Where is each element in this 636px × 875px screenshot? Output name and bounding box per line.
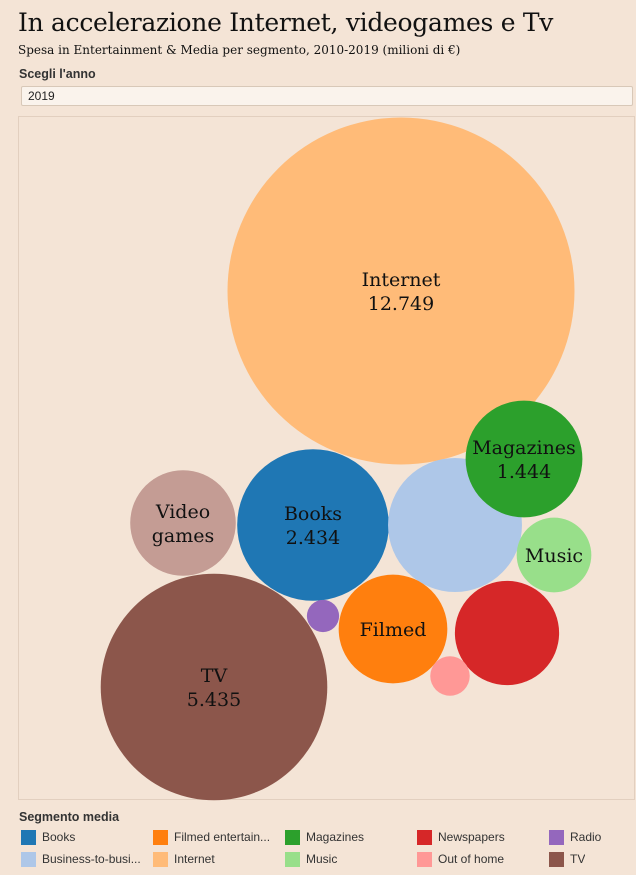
bubble-label-filmed-entertainment: Filmed [360, 619, 427, 641]
legend-swatch [21, 851, 36, 867]
bubble-label-books: Books [284, 503, 342, 525]
bubble-label-books: 2.434 [286, 527, 340, 549]
bubble-video-games[interactable] [130, 470, 236, 576]
legend-item-filmed-entertain[interactable]: Filmed entertain... [153, 829, 270, 845]
bubble-internet[interactable] [227, 117, 575, 465]
year-select[interactable]: 2019 [21, 86, 633, 106]
bubble-music[interactable] [516, 517, 592, 593]
legend-label: Filmed entertain... [174, 830, 271, 844]
legend-swatch [153, 851, 168, 867]
bubble-books[interactable] [237, 449, 389, 601]
legend-label: Books [42, 830, 76, 844]
bubble-newspapers[interactable] [454, 580, 560, 686]
legend-swatch [549, 851, 564, 867]
legend-label: Music [306, 852, 338, 866]
bubble-label-video-games: games [152, 525, 215, 547]
bubble-label-magazines: 1.444 [497, 461, 551, 483]
bubble-label-internet: Internet [362, 269, 441, 291]
legend-item-tv[interactable]: TV [549, 851, 585, 867]
year-select-label: Scegli l'anno [19, 67, 96, 81]
legend-label: TV [570, 852, 586, 866]
legend-item-business-to-busi[interactable]: Business-to-busi... [21, 851, 141, 867]
legend-item-out-of-home[interactable]: Out of home [417, 851, 504, 867]
legend-label: Business-to-busi... [42, 852, 141, 866]
legend-label: Out of home [438, 852, 505, 866]
legend-label: Magazines [306, 830, 365, 844]
bubble-magazines[interactable] [465, 400, 583, 518]
bubble-label-video-games: Video [155, 501, 210, 523]
legend-swatch [417, 851, 432, 867]
legend-swatch [21, 829, 36, 845]
legend-label: Radio [570, 830, 602, 844]
legend-item-music[interactable]: Music [285, 851, 337, 867]
chart-title: In accelerazione Internet, videogames e … [18, 8, 554, 37]
legend-swatch [285, 829, 300, 845]
bubble-filmed-entertainment[interactable] [338, 574, 448, 684]
bubble-radio[interactable] [306, 599, 340, 633]
bubble-label-internet: 12.749 [368, 293, 434, 315]
chart-area: Internet 12.749 TV 5.435 Books 2.434 Magazines… [18, 116, 635, 801]
bubble-label-magazines: Magazines [472, 437, 576, 459]
bubble-label-music: Music [525, 545, 583, 567]
legend-title: Segmento media [19, 810, 120, 824]
legend-item-magazines[interactable]: Magazines [285, 829, 364, 845]
bubble-label-tv: 5.435 [187, 689, 241, 711]
legend-item-books[interactable]: Books [21, 829, 75, 845]
legend-swatch [285, 851, 300, 867]
legend-swatch [153, 829, 168, 845]
legend-item-newspapers[interactable]: Newspapers [417, 829, 505, 845]
legend-item-radio[interactable]: Radio [549, 829, 601, 845]
bubble-out-of-home[interactable] [430, 656, 470, 696]
chart-subtitle: Spesa in Entertainment & Media per segme… [18, 43, 461, 57]
legend-label: Internet [174, 852, 215, 866]
legend-swatch [417, 829, 432, 845]
legend-swatch [549, 829, 564, 845]
bubble-label-tv: TV [201, 665, 228, 687]
legend-item-internet[interactable]: Internet [153, 851, 215, 867]
bubble-tv[interactable] [100, 573, 328, 801]
legend-label: Newspapers [438, 830, 505, 844]
